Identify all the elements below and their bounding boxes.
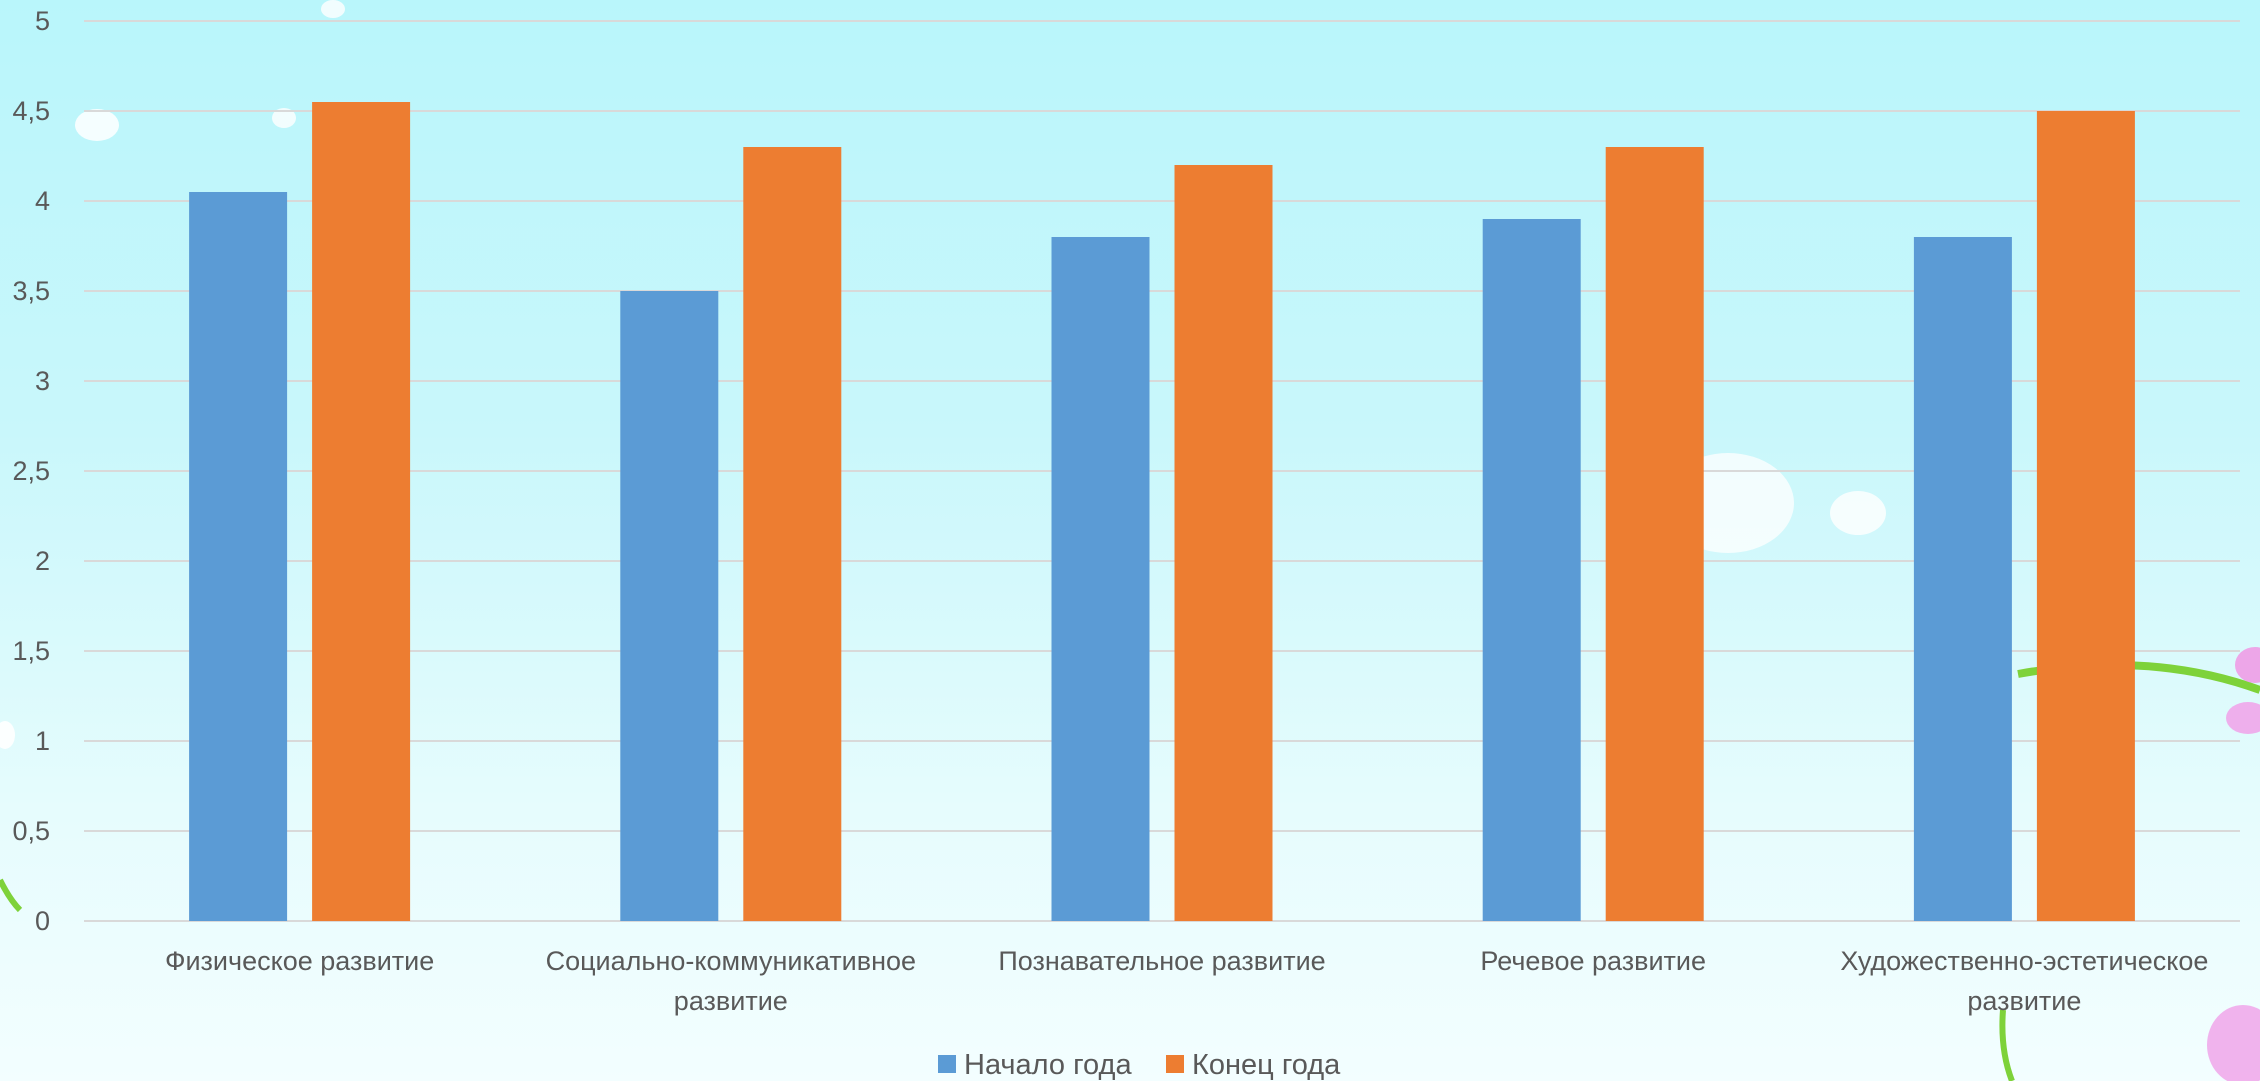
x-tick-label: Познавательное развитие	[998, 946, 1325, 976]
legend-swatch	[1166, 1055, 1184, 1073]
y-tick-label: 0	[35, 906, 50, 936]
y-tick-label: 2,5	[12, 456, 50, 486]
legend-label: Начало года	[964, 1049, 1132, 1081]
y-tick-label: 0,5	[12, 816, 50, 846]
y-tick-label: 4,5	[12, 96, 50, 126]
y-tick-label: 2	[35, 546, 50, 576]
y-tick-label: 1	[35, 726, 50, 756]
x-tick-label: Физическое развитие	[165, 946, 434, 976]
y-tick-label: 1,5	[12, 636, 50, 666]
bar-start-0	[189, 192, 288, 921]
bar-start-3	[1482, 219, 1581, 921]
bar-start-4	[1913, 237, 2012, 921]
bar-end-1	[743, 147, 842, 921]
x-axis-labels: Физическое развитие Социально-коммуникати…	[165, 946, 2208, 1016]
bar-end-0	[312, 102, 411, 921]
x-tick-label: Социально-коммуникативное развитие	[546, 946, 916, 1016]
y-axis-labels: 0 0,5 1 1,5 2 2,5 3 3,5 4 4,5 5	[12, 6, 50, 936]
bar-start-1	[620, 291, 719, 921]
y-tick-label: 3	[35, 366, 50, 396]
y-tick-label: 3,5	[12, 276, 50, 306]
legend: Начало года Конец года	[938, 1049, 1341, 1081]
bar-end-3	[1605, 147, 1704, 921]
bars	[189, 102, 2135, 921]
bar-end-2	[1174, 165, 1273, 921]
legend-swatch	[938, 1055, 956, 1073]
y-tick-label: 5	[35, 6, 50, 36]
y-tick-label: 4	[35, 186, 50, 216]
gridlines	[84, 20, 2240, 922]
bar-start-2	[1051, 237, 1150, 921]
x-tick-label: Художественно-эстетическое развитие	[1840, 946, 2208, 1016]
legend-label: Конец года	[1192, 1049, 1341, 1081]
bar-end-4	[2036, 111, 2135, 921]
x-tick-label: Речевое развитие	[1480, 946, 1706, 976]
